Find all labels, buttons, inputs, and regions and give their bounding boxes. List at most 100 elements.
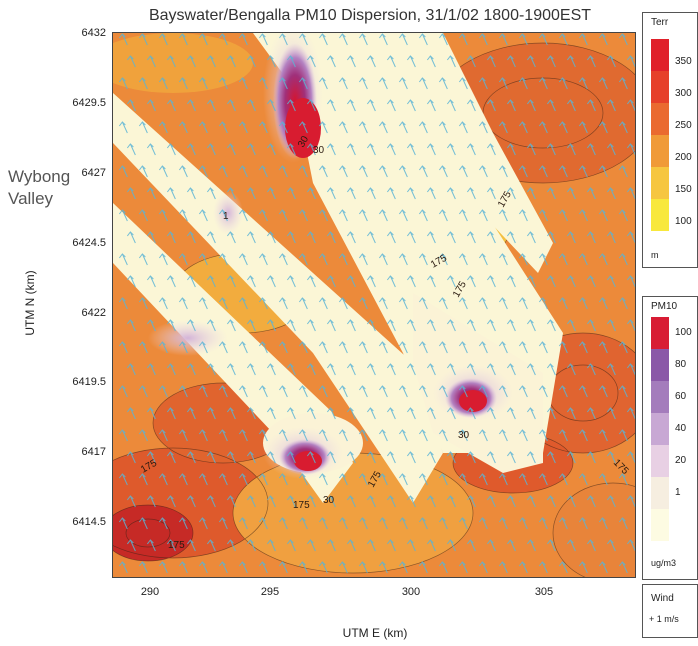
wind-arrow-head — [418, 33, 426, 39]
wind-arrow — [561, 165, 568, 178]
wind-arrow — [549, 99, 556, 112]
wind-arrow — [209, 407, 216, 420]
wind-arrow — [521, 297, 528, 310]
wind-arrow — [121, 341, 128, 354]
wind-arrow — [161, 165, 168, 178]
wind-arrow-head — [246, 187, 254, 193]
wind-arrow — [461, 341, 468, 354]
wind-arrow-head — [466, 451, 474, 457]
wind-arrow — [169, 539, 176, 552]
wind-arrow — [529, 143, 536, 156]
wind-arrow — [349, 99, 356, 112]
wind-arrow — [229, 275, 236, 288]
wind-arrow — [221, 473, 228, 486]
wind-arrow — [389, 495, 396, 508]
wind-arrow-head — [346, 363, 354, 369]
wind-arrow — [329, 143, 336, 156]
wind-arrow — [241, 121, 248, 134]
wind-arrow — [229, 55, 236, 68]
wind-arrow — [269, 451, 276, 464]
wind-arrow — [121, 429, 128, 442]
wind-arrow — [261, 121, 268, 134]
wind-arrow-head — [386, 143, 394, 149]
wind-arrow — [421, 165, 428, 178]
wind-arrow — [189, 99, 196, 112]
wind-arrow — [409, 143, 416, 156]
wind-arrow-head — [338, 77, 346, 83]
wind-arrow-head — [558, 473, 566, 479]
wind-arrow-head — [218, 517, 226, 523]
wind-arrow-head — [466, 319, 474, 325]
wind-arrow — [449, 187, 456, 200]
wind-arrow — [189, 143, 196, 156]
wind-arrow-head — [438, 33, 446, 39]
wind-arrow — [469, 407, 476, 420]
x-axis-label: UTM E (km) — [342, 626, 408, 640]
wind-arrow — [589, 231, 596, 244]
wind-arrow-head — [398, 473, 406, 479]
wind-arrow — [621, 473, 628, 486]
wind-arrow-head — [466, 99, 474, 105]
wind-arrow — [621, 561, 628, 574]
wind-arrow — [521, 341, 528, 354]
wind-arrow — [489, 495, 496, 508]
wind-arrow-head — [146, 319, 154, 325]
wind-arrow — [141, 385, 148, 398]
wind-arrow — [341, 297, 348, 310]
wind-arrow — [509, 451, 516, 464]
wind-arrow-head — [158, 561, 166, 567]
wind-arrow — [401, 341, 408, 354]
wind-arrow-head — [586, 275, 594, 281]
wind-arrow — [129, 143, 136, 156]
wind-arrow — [341, 165, 348, 178]
wind-arrow-head — [418, 517, 426, 523]
wind-arrow-head — [146, 143, 154, 149]
wind-arrow — [609, 319, 616, 332]
wind-arrow — [361, 297, 368, 310]
wind-arrow-head — [278, 33, 286, 39]
wind-arrow-head — [266, 451, 274, 457]
contour-label: 1 — [223, 211, 229, 222]
wind-arrow — [169, 451, 176, 464]
wind-arrow — [509, 231, 516, 244]
wind-arrow-head — [578, 561, 586, 567]
wind-arrow — [369, 539, 376, 552]
wind-arrow — [289, 539, 296, 552]
wind-arrow — [441, 77, 448, 90]
wind-arrow — [281, 341, 288, 354]
wind-arrow-head — [298, 385, 306, 391]
wind-arrow-head — [266, 55, 274, 61]
wind-arrow — [301, 77, 308, 90]
wind-arrow — [601, 33, 608, 46]
wind-arrow — [409, 319, 416, 332]
wind-arrow-head — [166, 55, 174, 61]
wind-arrow-head — [426, 99, 434, 105]
wind-arrow-head — [446, 275, 454, 281]
wind-arrow-head — [186, 539, 194, 545]
pm10-level-label: 80 — [675, 359, 687, 370]
wind-arrow — [381, 77, 388, 90]
wind-arrow-head — [546, 363, 554, 369]
wind-arrow-head — [398, 561, 406, 567]
wind-arrow-head — [558, 209, 566, 215]
wind-arrow-head — [158, 33, 166, 39]
wind-arrow-head — [526, 495, 534, 501]
wind-arrow-head — [118, 121, 126, 127]
wind-arrow — [161, 561, 168, 574]
wind-arrow — [149, 55, 156, 68]
wind-arrow-head — [218, 253, 226, 259]
wind-arrow-head — [218, 385, 226, 391]
wind-arrow-head — [386, 319, 394, 325]
wind-arrow — [521, 33, 528, 46]
wind-arrow — [309, 319, 316, 332]
wind-arrow — [269, 231, 276, 244]
wind-arrow — [261, 473, 268, 486]
wind-arrow — [621, 297, 628, 310]
wind-arrow — [429, 231, 436, 244]
wind-arrow — [501, 209, 508, 222]
wind-arrow-head — [166, 451, 174, 457]
wind-arrow — [281, 297, 288, 310]
wind-arrow-head — [418, 341, 426, 347]
wind-arrow-head — [506, 495, 514, 501]
wind-arrow-head — [346, 275, 354, 281]
